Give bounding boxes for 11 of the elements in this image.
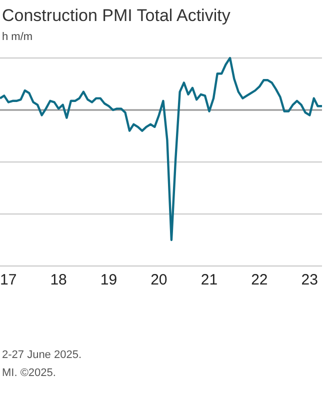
- x-tick-label: 21: [200, 272, 218, 289]
- x-tick-label: 17: [0, 272, 17, 289]
- x-tick-label: 20: [150, 272, 168, 289]
- chart-subtitle: h m/m: [2, 31, 33, 43]
- x-tick-label: 18: [50, 272, 67, 289]
- x-tick-label: 23: [301, 272, 318, 289]
- chart-title: Construction PMI Total Activity: [2, 6, 230, 26]
- text: MI. ©2025.: [2, 367, 56, 379]
- x-tick-label: 19: [100, 272, 118, 289]
- x-tick-label: 22: [251, 272, 268, 289]
- text: 2-27 June 2025.: [2, 349, 82, 361]
